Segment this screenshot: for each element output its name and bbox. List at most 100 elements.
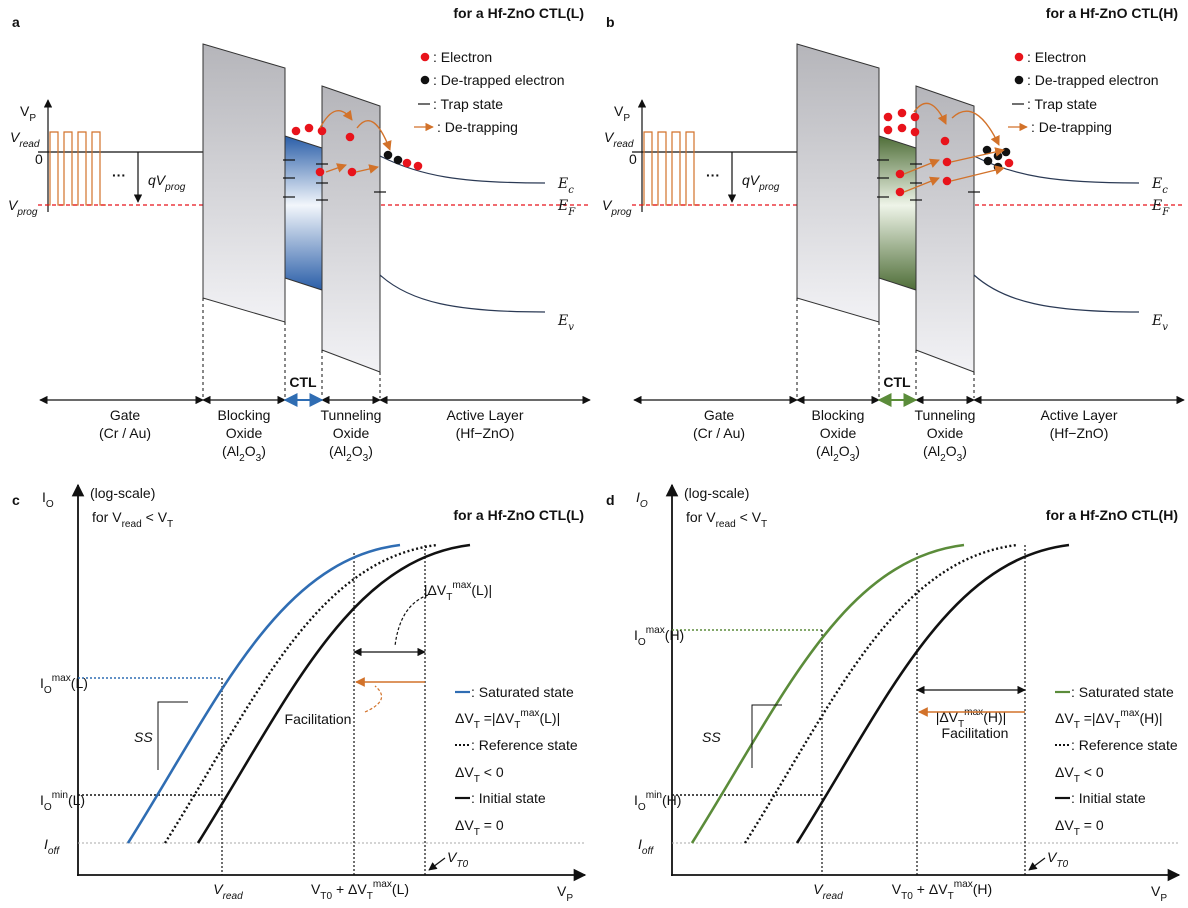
legend-electron-dot: [1014, 52, 1024, 62]
legend-label-part: ΔV: [455, 817, 474, 833]
panel-heading: for a Hf-ZnO CTL(L): [453, 5, 584, 21]
layer-label-part: 2: [833, 453, 839, 464]
program-pulses: [642, 131, 700, 206]
vt-shift-tick-label-part: T: [367, 891, 373, 902]
vread-label: Vread: [604, 129, 634, 150]
legend-label: : Electron: [433, 49, 492, 65]
detrapped-electron: [393, 155, 403, 165]
electron: [413, 161, 423, 171]
layer-label: (Cr / Au): [693, 425, 745, 441]
legend-label-part: : Initial state: [1071, 790, 1146, 806]
x-axis-label-part: P: [1160, 893, 1167, 904]
vp-label-part: P: [29, 113, 36, 124]
legend-label-part: = 0: [480, 817, 504, 833]
zero-label: 0: [35, 151, 43, 167]
ec-label-part: c: [1162, 185, 1168, 196]
vt-shift-tick-label-part: + ΔV: [332, 881, 367, 897]
legend-label: : Electron: [1027, 49, 1086, 65]
layer-label-part: Oxide: [820, 425, 857, 441]
ioff-label-part: off: [642, 846, 654, 857]
legend-label: ΔVT < 0: [1055, 764, 1104, 785]
x-axis-label-part: V: [557, 883, 567, 899]
electron: [345, 132, 355, 142]
tunneling-oxide: [321, 85, 381, 373]
reference-curve: [743, 543, 1018, 844]
ss-bracket: [157, 701, 188, 770]
vprog-label: Vprog: [602, 197, 632, 218]
layer-label-part: Oxide: [226, 425, 263, 441]
layer-label: Gate: [704, 407, 735, 423]
condition-note-part: < V: [736, 509, 762, 525]
vt0-label: VT0: [1047, 849, 1068, 870]
layer-label-part: 2: [346, 453, 352, 464]
condition-note-part: T: [167, 519, 173, 530]
layer-label: (Cr / Au): [99, 425, 151, 441]
legend-label: : De-trapping: [1031, 119, 1112, 135]
legend-label-part: T: [474, 720, 480, 731]
legend-label-part: ΔV: [1055, 764, 1074, 780]
legend-label: : Saturated state: [1071, 684, 1174, 700]
condition-note-part: for V: [92, 509, 122, 525]
vread-tick-label: Vread: [813, 881, 843, 902]
layer-label: Oxide: [820, 425, 857, 441]
vp-label: VP: [20, 103, 36, 124]
legend-label-part: (H)|: [1139, 710, 1162, 726]
qvprog-label-part: qV: [148, 172, 167, 188]
panel-letter: c: [12, 492, 20, 508]
detrapping-arrow: [325, 163, 347, 173]
layer-label-part: 2: [239, 453, 245, 464]
condition-note-part: for V: [686, 509, 716, 525]
vt0-pointer: [428, 857, 446, 871]
layer-label: Oxide: [333, 425, 370, 441]
y-axis-label-part: I: [636, 489, 640, 505]
vread-tick-label: Vread: [213, 881, 243, 902]
vread-label-part: read: [613, 139, 634, 150]
log-scale-note: (log-scale): [684, 485, 749, 501]
layer-label-part: (Al: [923, 443, 940, 459]
vt0-label-part: V: [447, 849, 458, 865]
detrapped-electron: [983, 156, 993, 166]
dvmax-label-part: |ΔV: [424, 582, 447, 598]
imax-label-part: (L): [71, 675, 88, 691]
facilitation-pointer: [364, 685, 383, 713]
vt0-label-part: V: [1047, 849, 1058, 865]
vt-shift-tick-label-part: V: [311, 881, 321, 897]
condition-note: for Vread < VT: [92, 509, 173, 530]
condition-note-part: read: [716, 519, 736, 530]
imin-label-part: min: [646, 790, 662, 801]
layer-label: Active Layer: [1040, 407, 1117, 423]
layer-label-part: Blocking: [812, 407, 865, 423]
legend-label-part: : Saturated state: [1071, 684, 1174, 700]
vread-tick-label-part: read: [823, 891, 844, 902]
layer-label-part: Oxide: [927, 425, 964, 441]
layer-label-part: 3: [850, 453, 856, 464]
imin-label-part: O: [44, 802, 52, 813]
layer-label-part: ): [962, 443, 967, 459]
legend-label: : Saturated state: [471, 684, 574, 700]
layer-label: Active Layer: [446, 407, 523, 423]
reference-curve: [163, 543, 438, 844]
legend-label-part: =|ΔV: [480, 710, 515, 726]
x-axis-label: VP: [1151, 883, 1167, 904]
panel-heading: for a Hf-ZnO CTL(H): [1046, 5, 1178, 21]
layer-label: Oxide: [927, 425, 964, 441]
layer-label: (Al2O3): [923, 443, 967, 464]
detrapping-arrow: [319, 109, 353, 129]
legend-label-part: ΔV: [1055, 817, 1074, 833]
detrapping-arrow: [951, 110, 1000, 146]
layer-label: (Hf−ZnO): [456, 425, 515, 441]
panel-letter: d: [606, 492, 615, 508]
electron: [942, 176, 952, 186]
ioff-label-part: off: [48, 846, 60, 857]
imax-label-part: O: [44, 685, 52, 696]
legend-detrapped-dot: [1014, 75, 1024, 85]
layer-label: Gate: [110, 407, 141, 423]
dvmax-label: |ΔVTmax(L)|: [424, 580, 492, 603]
layer-label-part: Active Layer: [446, 407, 523, 423]
layer-label-part: ): [855, 443, 860, 459]
vt-shift-tick-label-part: + ΔV: [913, 881, 948, 897]
x-axis-label-part: V: [1151, 883, 1161, 899]
pulse-ellipsis: ···: [112, 167, 126, 183]
layer-label-part: Oxide: [333, 425, 370, 441]
legend-label-part: ΔV: [1055, 710, 1074, 726]
